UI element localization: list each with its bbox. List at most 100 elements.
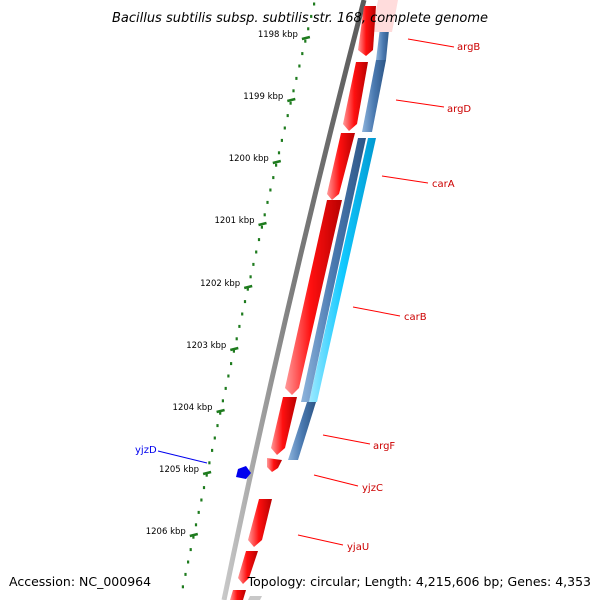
- ruler-minor-tick: [200, 498, 203, 502]
- kbp-scale-ruler: 1198 kbp 1199 kbp 1200 kbp 1201 kbp 1202 kbp…: [146, 2, 316, 589]
- ruler-minor-tick: [181, 585, 184, 589]
- ruler-minor-tick: [187, 560, 190, 564]
- ruler-minor-tick: [310, 14, 313, 18]
- ruler-minor-tick: [304, 39, 307, 43]
- ruler-minor-tick: [286, 114, 289, 118]
- gene-label-yjzC[interactable]: yjzC: [362, 483, 383, 494]
- ruler-minor-tick: [307, 27, 310, 31]
- ruler-major-tick: [243, 284, 253, 290]
- feature-carB-cyan[interactable]: [309, 138, 376, 402]
- ruler-minor-tick: [213, 436, 216, 440]
- ruler-minor-tick: [275, 163, 278, 167]
- feature-argF-reverse[interactable]: [288, 402, 316, 460]
- ruler-label: 1200 kbp: [229, 154, 269, 164]
- ruler-label: 1205 kbp: [159, 465, 199, 475]
- ruler-label: 1198 kbp: [258, 30, 298, 40]
- ruler-minor-tick: [260, 225, 263, 229]
- feature-carB-cds[interactable]: [285, 200, 342, 395]
- genome-summary: Topology: circular; Length: 4,215,606 bp…: [247, 574, 591, 589]
- ruler-minor-tick: [277, 151, 281, 155]
- ruler-minor-tick: [298, 64, 301, 68]
- ruler-minor-tick: [208, 461, 211, 465]
- gene-label-argB[interactable]: argB: [457, 42, 480, 53]
- feature-bottom-grey: [248, 596, 262, 600]
- ruler-minor-tick: [301, 52, 304, 56]
- ruler-label: 1201 kbp: [214, 216, 254, 226]
- gene-label-argD[interactable]: argD: [447, 104, 471, 115]
- ruler-minor-tick: [257, 238, 261, 242]
- ruler-minor-tick: [224, 386, 227, 390]
- ruler-minor-tick: [292, 89, 295, 93]
- feature-yjaU-cds[interactable]: [248, 499, 272, 547]
- ruler-minor-tick: [194, 523, 198, 527]
- feature-yjzD[interactable]: [236, 466, 251, 479]
- leader-argB: [407, 38, 455, 48]
- ruler-minor-tick: [192, 535, 195, 539]
- gene-label-argF[interactable]: argF: [373, 441, 395, 452]
- ruler-minor-tick: [263, 213, 266, 217]
- ruler-minor-tick: [230, 362, 233, 366]
- ruler-minor-tick: [269, 188, 272, 192]
- ruler-minor-tick: [211, 448, 214, 452]
- ruler-minor-tick: [219, 411, 222, 415]
- ruler-minor-tick: [205, 473, 208, 477]
- leader-yjzC: [313, 474, 359, 487]
- leader-carA: [381, 175, 429, 184]
- feature-carA-cds[interactable]: [327, 133, 355, 200]
- gene-label-carA[interactable]: carA: [432, 179, 455, 190]
- ruler-minor-tick: [227, 374, 230, 378]
- ruler-major-tick: [272, 159, 282, 165]
- ruler-minor-tick: [232, 349, 235, 353]
- ruler-minor-tick: [272, 176, 275, 180]
- feature-yjaU-cds-2[interactable]: [238, 551, 258, 584]
- ruler-minor-tick: [221, 399, 224, 403]
- ruler-minor-tick: [241, 312, 244, 316]
- ruler-label: 1204 kbp: [173, 403, 213, 413]
- feature-carA-reverse[interactable]: [301, 138, 366, 402]
- ruler-major-tick: [229, 346, 239, 352]
- leader-carB: [352, 306, 401, 317]
- gene-label-carB[interactable]: carB: [404, 312, 427, 323]
- ruler-major-tick: [286, 97, 296, 103]
- ruler-minor-tick: [216, 424, 219, 428]
- ruler-minor-tick: [249, 275, 252, 279]
- ruler-major-tick: [189, 532, 199, 538]
- ruler-label: 1203 kbp: [186, 341, 226, 351]
- ruler-minor-tick: [283, 126, 286, 130]
- feature-argF-cds[interactable]: [271, 397, 297, 455]
- ruler-minor-tick: [295, 76, 298, 80]
- ruler-minor-tick: [243, 300, 247, 304]
- ruler-label: 1206 kbp: [146, 527, 186, 537]
- ruler-label: 1199 kbp: [243, 92, 283, 102]
- leader-yjzD: [157, 450, 208, 464]
- gene-label-yjzD[interactable]: yjzD: [135, 445, 157, 456]
- feature-top-pale: [372, 0, 398, 32]
- feature-argD-reverse[interactable]: [362, 60, 386, 132]
- feature-yjzC-cds[interactable]: [267, 458, 282, 472]
- gene-label-layer: argB argD carA carB argF yjzC yjaU yjzD: [135, 38, 480, 553]
- genome-backbone: [221, 0, 367, 600]
- ruler-minor-tick: [197, 510, 200, 514]
- ruler-minor-tick: [238, 324, 241, 328]
- ruler-minor-tick: [266, 200, 269, 204]
- ruler-minor-tick: [289, 101, 292, 105]
- map-title: Bacillus subtilis subsp. subtilis str. 1…: [112, 11, 488, 26]
- ruler-major-tick: [301, 35, 311, 41]
- ruler-major-tick: [202, 470, 212, 476]
- feature-bottom-cds[interactable]: [230, 590, 246, 600]
- ruler-minor-tick: [255, 250, 258, 254]
- ruler-minor-tick: [189, 548, 192, 552]
- ruler-minor-tick: [235, 337, 238, 341]
- ruler-label: 1202 kbp: [200, 279, 240, 289]
- gene-label-yjaU[interactable]: yjaU: [347, 542, 369, 553]
- feature-argB-cds[interactable]: [358, 6, 376, 56]
- ruler-minor-tick: [313, 2, 316, 6]
- ruler-minor-tick: [202, 486, 206, 490]
- ruler-minor-tick: [252, 262, 255, 266]
- feature-argD-cds[interactable]: [343, 62, 368, 131]
- ruler-major-tick: [216, 408, 225, 414]
- ruler-major-tick: [258, 221, 267, 227]
- leader-argF: [322, 434, 371, 445]
- leader-argD: [395, 99, 445, 108]
